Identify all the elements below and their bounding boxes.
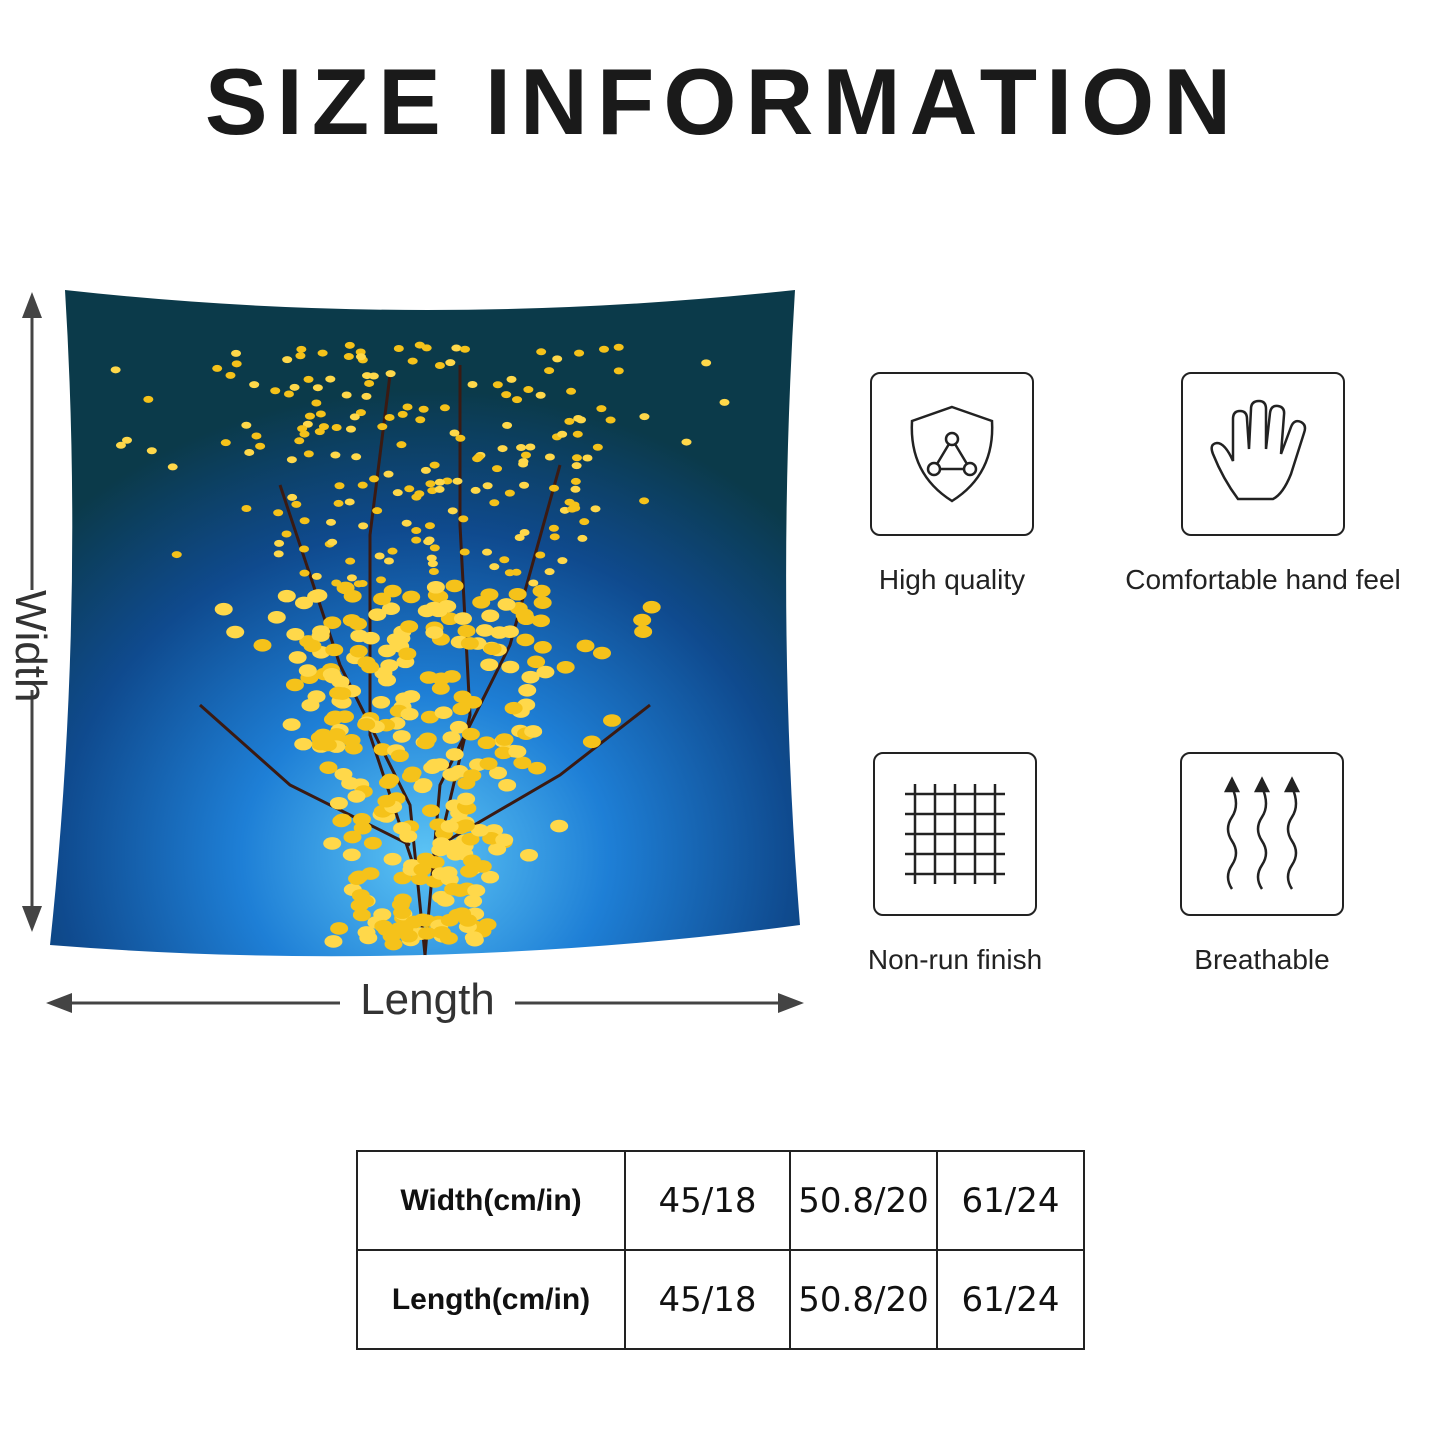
shield-icon [910, 405, 994, 503]
width-label: Width [5, 590, 55, 703]
size-table: Width(cm/in) 45/18 50.8/20 61/24 Length(… [356, 1150, 1085, 1350]
wavy-arrows-icon [1223, 776, 1301, 890]
page-title: SIZE INFORMATION [204, 49, 1241, 154]
grid-icon [905, 784, 1005, 884]
feature-high-quality: High quality [792, 372, 1112, 596]
feature-non-run: Non-run finish [795, 752, 1115, 976]
pillow-image [50, 290, 800, 957]
feature-comfortable: Comfortable hand feel [1103, 372, 1423, 596]
table-row: Width(cm/in) 45/18 50.8/20 61/24 [356, 1150, 1085, 1251]
hand-icon [1210, 399, 1307, 501]
feature-breathable: Breathable [1102, 752, 1422, 976]
table-row: Length(cm/in) 45/18 50.8/20 61/24 [356, 1249, 1085, 1350]
length-label: Length [340, 975, 515, 1025]
